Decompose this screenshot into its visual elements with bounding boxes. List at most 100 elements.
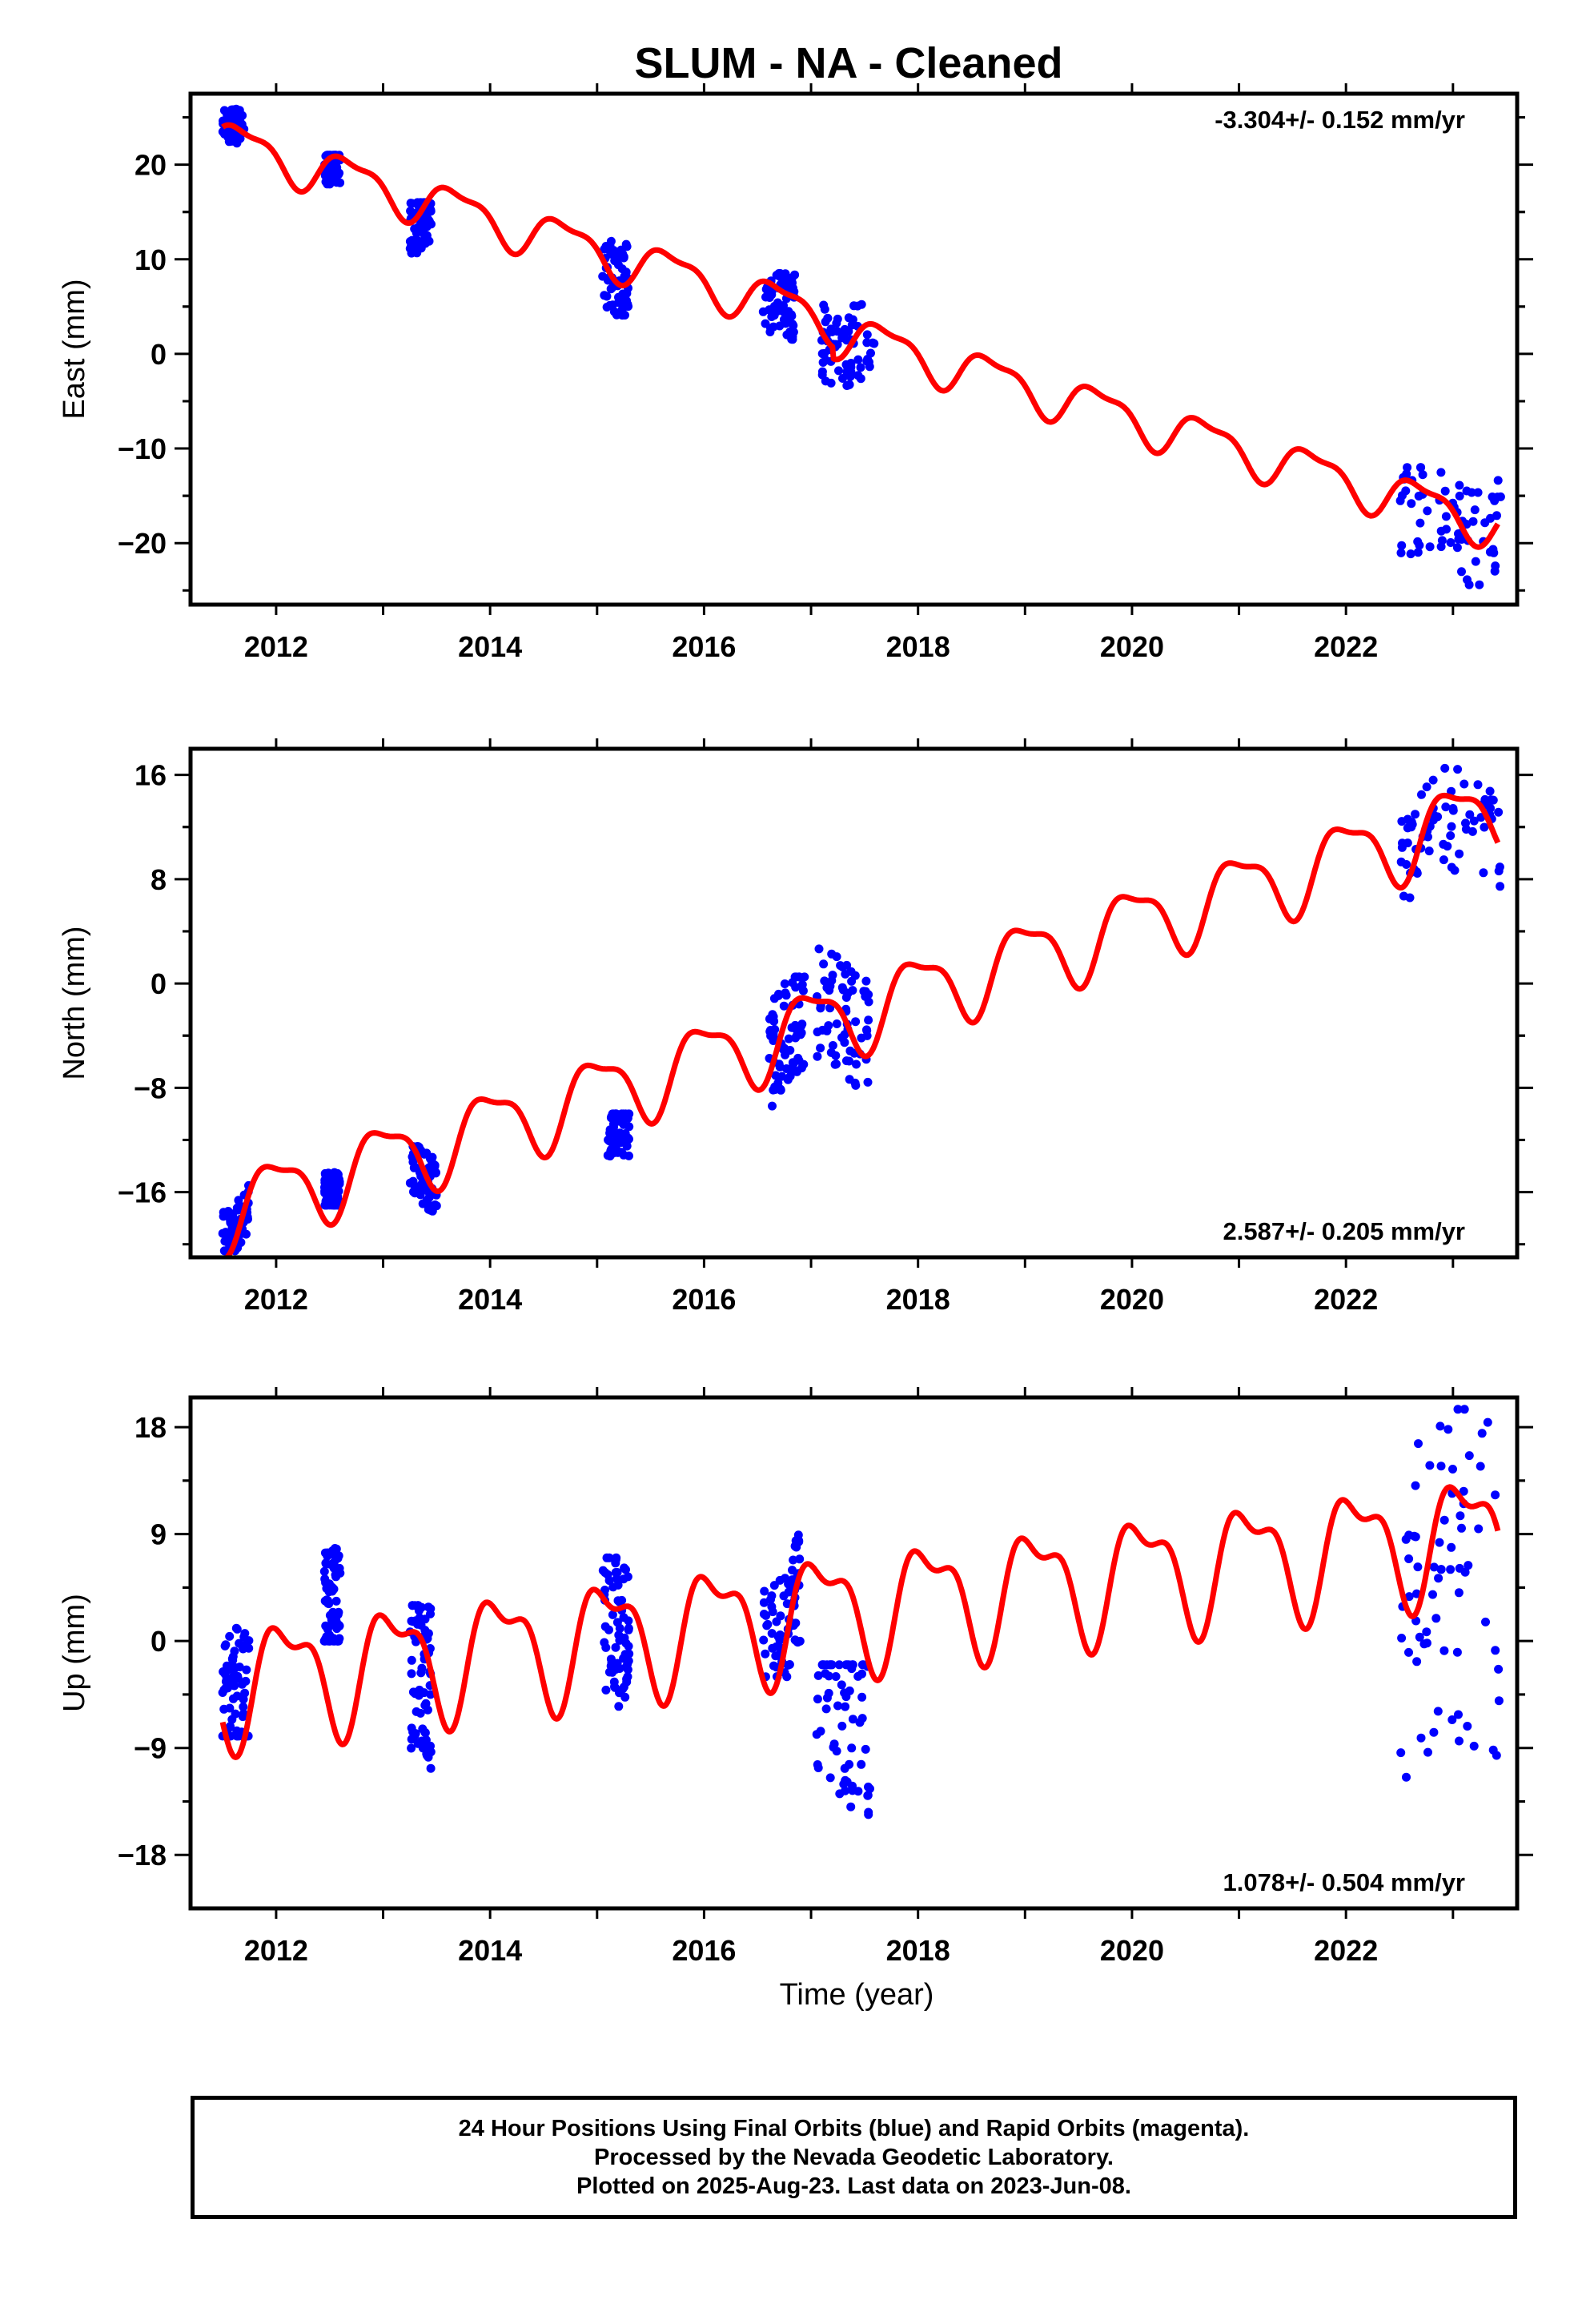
observation-point <box>613 1596 623 1606</box>
observation-point <box>1399 891 1408 901</box>
observation-point <box>1415 518 1425 528</box>
observation-point <box>1468 517 1478 526</box>
observation-point <box>861 976 871 986</box>
observation-point <box>779 301 788 310</box>
observation-point <box>623 1672 632 1682</box>
up-model-curve <box>219 1484 1501 1760</box>
observation-point <box>621 239 631 249</box>
observation-point <box>1488 1745 1498 1755</box>
observation-point <box>1490 566 1500 576</box>
observation-point <box>1395 496 1405 505</box>
observation-point <box>225 114 235 123</box>
observation-point <box>785 1660 794 1669</box>
observation-point <box>768 1643 777 1653</box>
observation-point <box>784 307 793 316</box>
observation-point <box>1429 1727 1439 1737</box>
observation-point <box>604 1553 614 1562</box>
observation-point <box>776 1085 785 1095</box>
east-model-curve <box>220 122 1500 550</box>
observation-point <box>835 1789 845 1799</box>
observation-point <box>623 1572 632 1582</box>
observation-point <box>821 1704 831 1714</box>
x-axis-label: Time (year) <box>779 1978 934 2012</box>
x-tick-label: 2012 <box>244 630 308 663</box>
observation-point <box>822 983 832 992</box>
north-x-axis: 2012 2014 2016 2018 2020 2022 <box>244 738 1455 1316</box>
observation-point <box>230 1218 239 1228</box>
observation-point <box>600 1586 609 1594</box>
observation-point <box>841 969 850 979</box>
observation-point <box>828 1041 837 1050</box>
observation-point <box>1452 543 1462 553</box>
observation-point <box>795 1554 805 1564</box>
observation-point <box>1402 469 1411 479</box>
observation-point <box>788 278 797 287</box>
observation-point <box>320 1176 330 1184</box>
observation-point <box>813 1027 822 1037</box>
observation-point <box>783 1075 793 1084</box>
observation-point <box>1440 763 1450 773</box>
observation-point <box>1396 1748 1406 1758</box>
observation-point <box>610 1112 620 1122</box>
observation-point <box>1416 463 1426 472</box>
observation-point <box>233 1674 243 1683</box>
observation-point <box>608 1582 618 1592</box>
observation-point <box>851 1017 861 1027</box>
observation-point <box>1397 541 1407 550</box>
x-tick-label: 2012 <box>244 1934 308 1967</box>
observation-point <box>228 1655 238 1665</box>
observation-point <box>1464 1451 1474 1461</box>
observation-point <box>759 1635 769 1645</box>
observation-point <box>330 1558 339 1567</box>
observation-point <box>408 1177 417 1187</box>
observation-point <box>226 1722 235 1731</box>
observation-point <box>1436 542 1446 552</box>
observation-point <box>1463 575 1472 585</box>
observation-point <box>600 1568 610 1578</box>
observation-point <box>761 319 770 328</box>
observation-point <box>604 1625 613 1634</box>
observation-point <box>614 1702 624 1711</box>
observation-point <box>789 321 798 330</box>
observation-point <box>325 1610 335 1620</box>
x-tick-label: 2012 <box>244 1283 308 1316</box>
observation-point <box>417 1736 427 1746</box>
observation-point <box>841 1702 850 1711</box>
observation-point <box>1407 499 1416 509</box>
observation-point <box>224 137 234 147</box>
observation-point <box>837 1680 846 1690</box>
observation-point <box>1480 822 1489 832</box>
y-tick-label: −16 <box>118 1176 167 1209</box>
observation-point <box>845 1046 855 1055</box>
observation-point <box>769 1581 779 1590</box>
observation-point <box>1413 537 1423 546</box>
observation-point <box>863 355 873 364</box>
observation-point <box>1485 786 1495 796</box>
observation-point <box>335 1563 344 1573</box>
observation-point <box>1428 775 1438 785</box>
observation-point <box>232 107 242 117</box>
observation-point <box>842 381 852 390</box>
observation-point <box>231 115 241 125</box>
observation-point <box>791 983 801 992</box>
observation-point <box>1436 1462 1446 1471</box>
observation-point <box>813 1763 823 1772</box>
observation-point <box>1485 547 1495 557</box>
observation-point <box>407 1669 416 1679</box>
observation-point <box>831 1059 841 1069</box>
observation-point <box>833 1701 842 1711</box>
observation-point <box>1481 1617 1490 1626</box>
observation-point <box>853 301 862 311</box>
observation-point <box>788 1566 797 1575</box>
north-panel: 2012 2014 2016 2018 2020 2022 16 8 0 −8 −16 North (… <box>58 738 1533 1316</box>
observation-point <box>1412 1657 1422 1667</box>
observation-point <box>793 1053 803 1063</box>
observation-point <box>218 127 227 136</box>
observation-point <box>331 1596 341 1606</box>
observation-point <box>1402 1772 1411 1782</box>
y-tick-label: 9 <box>151 1518 167 1551</box>
info-line-3: Plotted on 2025-Aug-23. Last data on 202… <box>576 2173 1131 2199</box>
observation-point <box>1467 488 1476 497</box>
observation-point <box>608 1148 618 1158</box>
observation-point <box>790 1020 800 1030</box>
